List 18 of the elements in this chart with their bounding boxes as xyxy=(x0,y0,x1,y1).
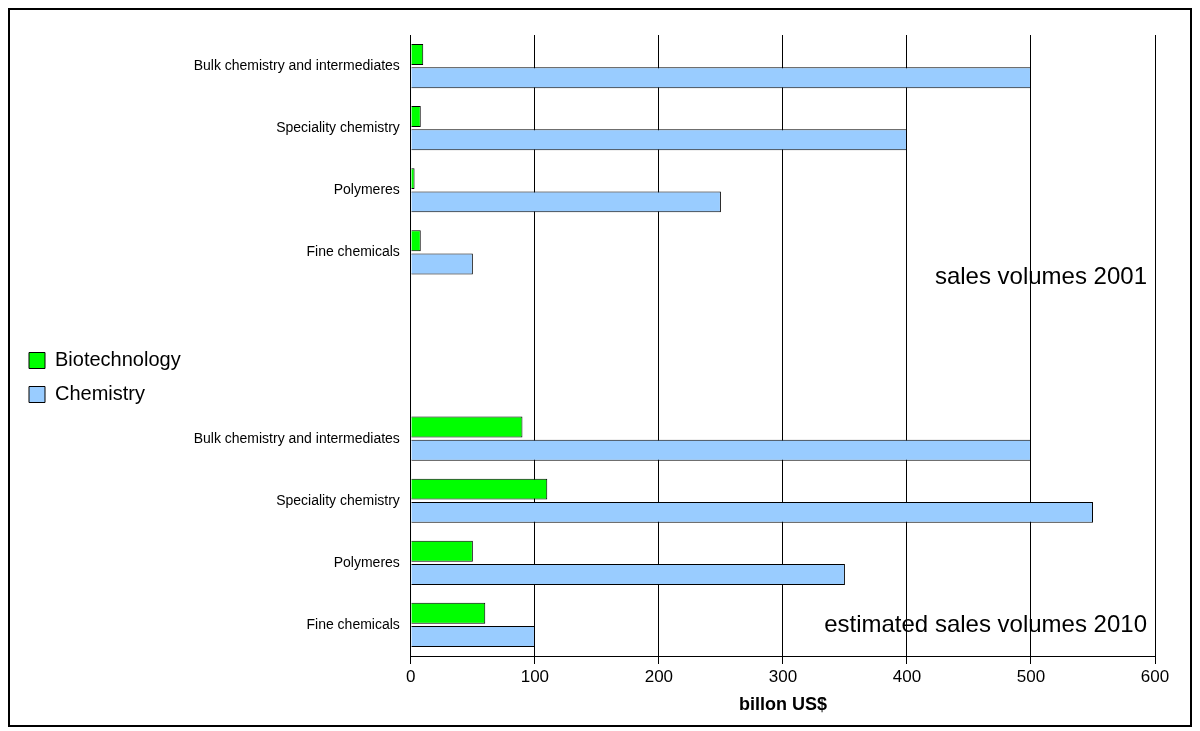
legend-label: Biotechnology xyxy=(55,348,181,371)
y-tick-label: Fine chemicals xyxy=(306,243,400,260)
x-tick-label: 600 xyxy=(1140,666,1170,686)
x-tick-label: 400 xyxy=(892,666,922,686)
y-tick-label: Bulk chemistry and intermediates xyxy=(193,56,400,73)
x-tick-label: 0 xyxy=(406,666,416,686)
legend-label: Chemistry xyxy=(55,382,146,405)
y-tick-label: Fine chemicals xyxy=(306,615,400,632)
x-tick-label: 200 xyxy=(644,666,674,686)
x-axis-title: billon US$ xyxy=(738,694,827,715)
x-tick-label: 300 xyxy=(768,666,798,686)
y-tick-label: Speciality chemistry xyxy=(276,491,400,508)
y-tick-label: Speciality chemistry xyxy=(276,119,400,136)
x-tick-label: 100 xyxy=(520,666,550,686)
y-tick-label: Polymeres xyxy=(333,181,400,198)
y-tick-label: Bulk chemistry and intermediates xyxy=(193,429,400,446)
x-tick-label: 500 xyxy=(1016,666,1046,686)
y-tick-label: Polymeres xyxy=(333,553,400,570)
